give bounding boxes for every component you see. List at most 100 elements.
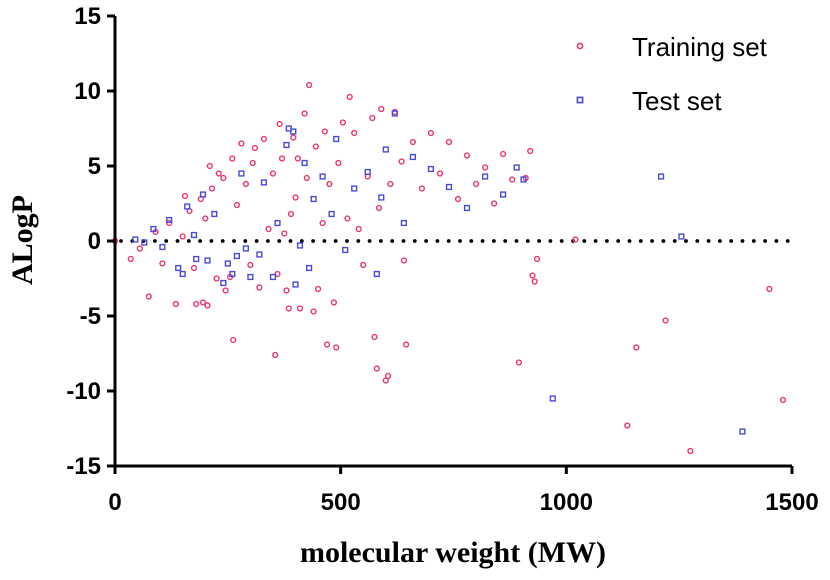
reference-dot bbox=[616, 239, 621, 243]
training-point bbox=[779, 396, 787, 404]
training-point bbox=[387, 180, 394, 188]
test-point bbox=[233, 252, 241, 260]
reference-dot bbox=[695, 239, 700, 243]
reference-dot bbox=[175, 239, 180, 243]
training-point bbox=[251, 144, 259, 152]
test-point bbox=[445, 183, 453, 191]
training-point bbox=[324, 341, 331, 348]
training-point bbox=[278, 155, 286, 162]
tick-labels: 15 10 5 0 -5 -10 -15 0 500 1000 1500 bbox=[66, 3, 818, 516]
test-point bbox=[310, 195, 317, 203]
reference-dot bbox=[119, 239, 123, 243]
training-point bbox=[529, 272, 536, 279]
test-point bbox=[328, 210, 335, 218]
reference-dot bbox=[209, 239, 214, 243]
training-point bbox=[436, 170, 444, 177]
reference-dot bbox=[356, 239, 361, 243]
training-point bbox=[315, 285, 322, 293]
training-point bbox=[373, 365, 380, 372]
training-point bbox=[193, 300, 200, 308]
training-point bbox=[204, 302, 211, 309]
test-point bbox=[482, 173, 489, 180]
training-point bbox=[294, 155, 301, 162]
y-tick-label: -15 bbox=[66, 453, 101, 480]
test-point bbox=[292, 281, 299, 288]
test-point bbox=[179, 270, 186, 278]
reference-dots bbox=[119, 239, 790, 243]
test-point bbox=[229, 270, 236, 278]
training-point bbox=[222, 287, 229, 294]
training-point bbox=[247, 261, 254, 269]
training-point bbox=[172, 300, 180, 308]
training-point bbox=[256, 284, 263, 291]
reference-dot bbox=[288, 239, 293, 243]
training-point bbox=[527, 147, 534, 155]
training-point bbox=[400, 257, 408, 264]
test-point bbox=[132, 236, 139, 243]
training-point bbox=[301, 110, 308, 117]
test-point bbox=[184, 203, 191, 210]
test-point bbox=[513, 164, 520, 171]
test-point bbox=[520, 176, 527, 183]
training-point bbox=[633, 344, 640, 351]
training-point bbox=[269, 170, 277, 177]
test-point bbox=[678, 233, 685, 240]
test-point bbox=[382, 146, 389, 153]
reference-dot bbox=[164, 239, 169, 243]
reference-dot bbox=[390, 239, 395, 243]
training-point bbox=[206, 162, 213, 170]
reference-dot bbox=[277, 239, 282, 243]
reference-dot bbox=[322, 239, 327, 243]
test-point bbox=[199, 191, 207, 198]
test-point bbox=[274, 219, 281, 227]
test-point bbox=[739, 428, 746, 435]
training-point bbox=[287, 210, 295, 218]
training-point bbox=[127, 255, 134, 263]
training-point bbox=[473, 180, 480, 188]
y-tick-label: 10 bbox=[74, 78, 101, 105]
reference-dot bbox=[593, 239, 598, 243]
training-point bbox=[427, 129, 435, 137]
training-point bbox=[296, 305, 304, 312]
training-point bbox=[312, 143, 319, 150]
training-point bbox=[382, 377, 389, 384]
training-point bbox=[375, 204, 383, 212]
y-tick-label: 0 bbox=[88, 228, 101, 255]
reference-dot bbox=[706, 239, 711, 243]
reference-dot bbox=[446, 239, 451, 243]
training-point bbox=[533, 255, 541, 263]
reference-dot bbox=[751, 239, 756, 243]
test-point bbox=[500, 191, 507, 198]
training-point bbox=[310, 308, 317, 315]
training-point bbox=[281, 230, 288, 237]
training-point bbox=[220, 174, 227, 182]
training-point bbox=[145, 293, 152, 300]
x-tick-label: 1000 bbox=[540, 489, 593, 516]
reference-dot bbox=[661, 239, 666, 243]
reference-dot bbox=[774, 239, 779, 243]
reference-dot bbox=[559, 239, 564, 243]
reference-dot bbox=[198, 239, 203, 243]
training-point bbox=[285, 305, 292, 312]
training-point bbox=[346, 93, 353, 101]
training-point bbox=[409, 138, 417, 146]
training-point bbox=[766, 285, 773, 293]
test-point bbox=[342, 246, 349, 254]
test-point bbox=[175, 264, 182, 272]
reference-dot bbox=[763, 239, 767, 243]
reference-dot bbox=[684, 239, 688, 243]
training-point bbox=[398, 158, 405, 165]
test-point bbox=[306, 264, 313, 272]
reference-dot bbox=[548, 239, 553, 243]
test-point bbox=[319, 173, 326, 180]
training-point bbox=[272, 351, 279, 359]
reference-dot bbox=[514, 239, 519, 243]
series-training-set bbox=[111, 81, 787, 455]
y-tick-label: 5 bbox=[88, 153, 101, 180]
test-point bbox=[364, 168, 371, 176]
reference-dot bbox=[740, 239, 745, 243]
training-point bbox=[229, 155, 236, 162]
reference-dot bbox=[672, 239, 677, 243]
x-tick-label: 0 bbox=[108, 489, 121, 516]
